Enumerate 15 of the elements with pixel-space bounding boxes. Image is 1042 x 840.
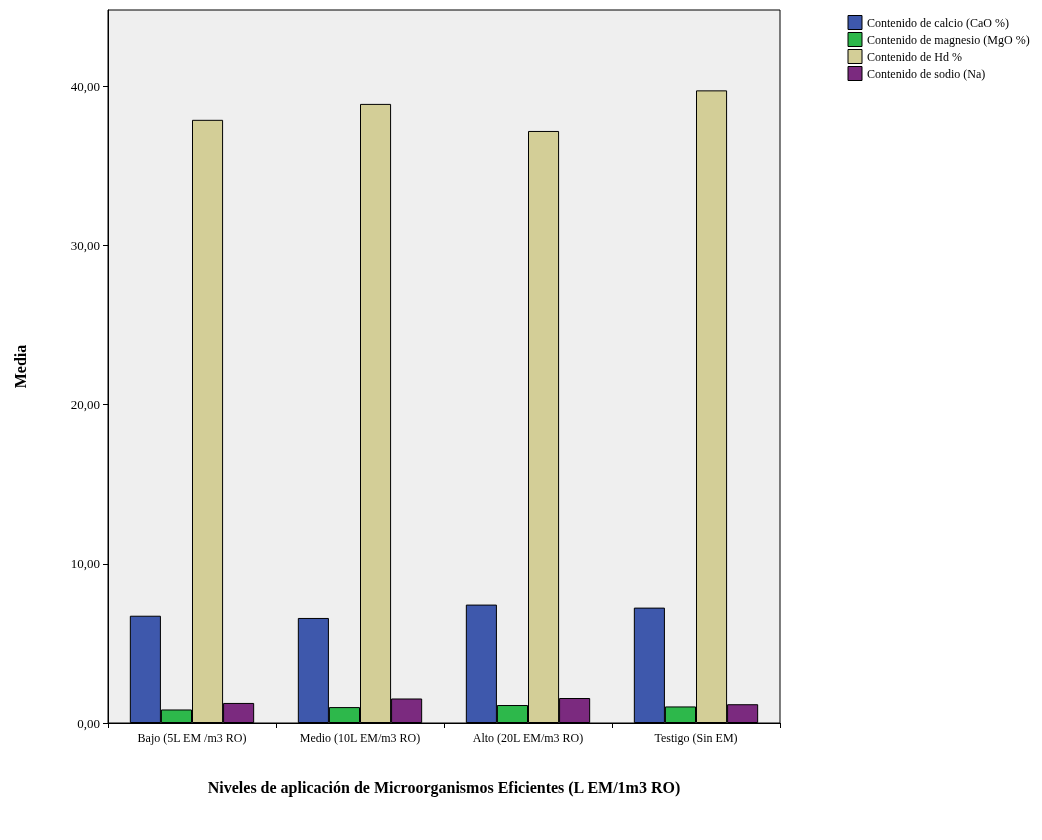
legend-label: Contenido de Hd % — [867, 49, 962, 64]
x-tick-label: Bajo (5L EM /m3 RO) — [137, 730, 247, 745]
y-axis-title: Media — [11, 344, 29, 389]
y-tick-label: 0,00 — [77, 715, 100, 731]
y-tick-label: 10,00 — [70, 556, 100, 572]
legend-label: Contenido de magnesio (MgO %) — [867, 32, 1030, 47]
y-tick-label: 40,00 — [70, 78, 100, 94]
x-tick-label: Medio (10L EM/m3 RO) — [299, 730, 421, 745]
y-tick-label: 30,00 — [70, 238, 100, 254]
x-tick-label: Alto (20L EM/m3 RO) — [472, 730, 584, 745]
legend-label: Contenido de sodio (Na) — [867, 66, 986, 81]
legend-label: Contenido de calcio (CaO %) — [867, 15, 1009, 30]
y-tick-label: 20,00 — [70, 397, 100, 413]
x-axis-title: Niveles de aplicación de Microorganismos Eficientes (L EM/1m3 RO) — [207, 778, 681, 797]
x-tick-label: Testigo (Sin EM) — [654, 730, 738, 745]
